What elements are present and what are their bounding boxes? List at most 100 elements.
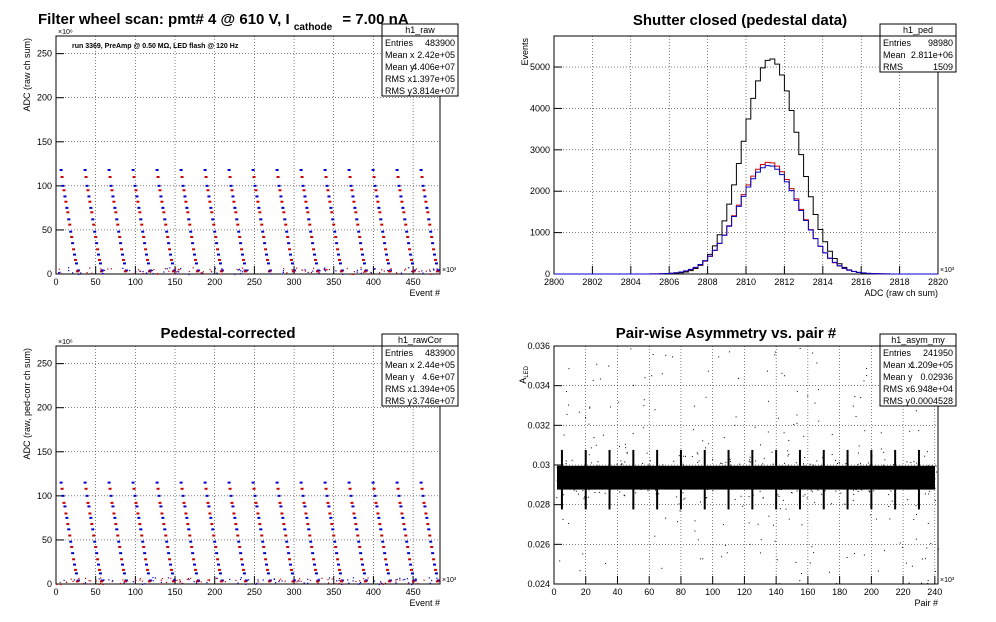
asymmetry-point bbox=[822, 457, 824, 459]
asymmetry-point bbox=[668, 475, 670, 477]
asymmetry-outlier bbox=[915, 410, 917, 412]
asymmetry-point bbox=[906, 461, 908, 463]
scatter-noise-point bbox=[399, 579, 401, 581]
scatter-noise-point bbox=[282, 269, 284, 272]
asymmetry-point bbox=[901, 475, 903, 477]
x-tick-label: 200 bbox=[207, 277, 222, 287]
asymmetry-outlier bbox=[652, 354, 654, 356]
panel-title: Pair-wise Asymmetry vs. pair # bbox=[616, 325, 837, 342]
scatter-noise-point bbox=[338, 582, 340, 584]
asymmetry-point bbox=[748, 473, 750, 475]
asymmetry-point bbox=[903, 483, 905, 485]
scatter-noise-point bbox=[141, 580, 144, 582]
asymmetry-point bbox=[908, 488, 910, 490]
scatter-noise-point bbox=[88, 579, 90, 582]
scatter-noise-point bbox=[415, 268, 418, 270]
asymmetry-point bbox=[932, 476, 934, 478]
asymmetry-point bbox=[577, 466, 579, 468]
x-axis-label: Event # bbox=[409, 288, 440, 298]
asymmetry-point bbox=[810, 470, 812, 472]
scatter-noise-point bbox=[422, 272, 424, 274]
asymmetry-point bbox=[924, 493, 926, 495]
asymmetry-point bbox=[867, 476, 869, 478]
asymmetry-point bbox=[720, 462, 722, 464]
x-tick-label: 2804 bbox=[621, 277, 641, 287]
x-tick-label: 2814 bbox=[813, 277, 833, 287]
stats-value: 2.44e+05 bbox=[417, 360, 455, 370]
x-tick-label: 2800 bbox=[544, 277, 564, 287]
asymmetry-outlier bbox=[811, 491, 813, 493]
asymmetry-point bbox=[662, 464, 664, 466]
asymmetry-point bbox=[865, 471, 867, 473]
asymmetry-point bbox=[762, 479, 764, 481]
asymmetry-outlier bbox=[773, 524, 775, 526]
scatter-noise-point bbox=[326, 269, 328, 271]
asymmetry-outlier bbox=[771, 451, 773, 453]
asymmetry-outlier bbox=[777, 559, 779, 561]
asymmetry-outlier bbox=[727, 470, 729, 472]
chart-panel-2: Shutter closed (pedestal data) 2800 2802 28… bbox=[520, 12, 957, 298]
asymmetry-point bbox=[779, 487, 781, 489]
asymmetry-point bbox=[883, 451, 885, 453]
stats-box-title: h1_rawCor bbox=[398, 335, 442, 345]
asymmetry-point bbox=[618, 484, 620, 486]
scatter-noise-point bbox=[142, 272, 144, 275]
x-tick-label: 2816 bbox=[851, 277, 871, 287]
scatter-noise-point bbox=[374, 268, 376, 270]
stats-value: 1509 bbox=[933, 62, 953, 72]
asymmetry-point bbox=[626, 452, 628, 454]
asymmetry-point bbox=[835, 490, 837, 492]
asymmetry-outlier bbox=[682, 492, 684, 494]
asymmetry-point bbox=[712, 483, 714, 485]
asymmetry-point bbox=[613, 472, 615, 474]
asymmetry-point bbox=[763, 457, 765, 459]
asymmetry-point bbox=[821, 493, 823, 495]
asymmetry-outlier bbox=[702, 440, 704, 442]
stats-label: Mean bbox=[883, 50, 906, 60]
asymmetry-point bbox=[727, 480, 729, 482]
x-tick-label: 250 bbox=[247, 587, 262, 597]
y-tick-label: 0 bbox=[545, 269, 550, 279]
y-tick-label: 200 bbox=[37, 93, 52, 103]
stats-label: Mean y bbox=[385, 372, 415, 382]
x-tick-label: 2818 bbox=[890, 277, 910, 287]
asymmetry-point bbox=[578, 475, 580, 477]
scatter-noise-point bbox=[356, 271, 358, 273]
asymmetry-point bbox=[707, 488, 709, 490]
scatter-noise-point bbox=[91, 272, 93, 274]
asymmetry-point bbox=[813, 487, 815, 489]
asymmetry-point bbox=[591, 462, 593, 464]
scatter-noise-point bbox=[122, 579, 124, 581]
asymmetry-point bbox=[878, 473, 880, 475]
asymmetry-point bbox=[682, 472, 684, 474]
asymmetry-outlier bbox=[562, 518, 564, 520]
asymmetry-point bbox=[648, 464, 650, 466]
asymmetry-point bbox=[635, 492, 637, 494]
scatter-noise-point bbox=[207, 579, 209, 581]
asymmetry-point bbox=[868, 491, 870, 493]
asymmetry-point bbox=[873, 490, 875, 492]
asymmetry-point bbox=[627, 486, 629, 488]
asymmetry-point bbox=[769, 473, 771, 475]
asymmetry-point bbox=[653, 474, 655, 476]
asymmetry-outlier bbox=[875, 518, 877, 520]
scatter-noise-point bbox=[438, 269, 440, 271]
asymmetry-point bbox=[910, 468, 912, 470]
scatter-noise-point bbox=[360, 266, 362, 269]
asymmetry-point bbox=[621, 479, 623, 481]
asymmetry-outlier bbox=[721, 463, 723, 465]
chart-panel-1: 0 50 100 150 200 250 300 350 400 450 0 50 100 150 200 2… bbox=[22, 23, 459, 298]
asymmetry-point bbox=[787, 455, 789, 457]
scatter-noise-point bbox=[57, 273, 59, 275]
asymmetry-outlier bbox=[835, 583, 837, 585]
scatter-noise-point bbox=[359, 581, 362, 584]
asymmetry-point bbox=[590, 478, 592, 480]
scatter-noise-point bbox=[122, 267, 124, 269]
asymmetry-point bbox=[804, 476, 806, 478]
asymmetry-point bbox=[688, 477, 690, 479]
asymmetry-point bbox=[597, 465, 599, 467]
scatter-noise-point bbox=[346, 267, 348, 270]
asymmetry-point bbox=[893, 480, 895, 482]
y-tick-label: 200 bbox=[37, 403, 52, 413]
asymmetry-outlier bbox=[705, 447, 707, 449]
